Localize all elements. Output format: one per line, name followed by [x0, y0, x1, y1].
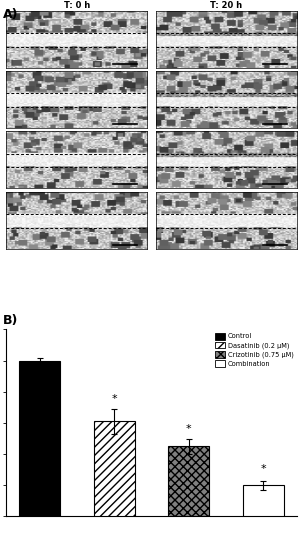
Text: *: *: [111, 394, 117, 404]
Bar: [168, 447, 209, 516]
Title: T: 20 h: T: 20 h: [210, 1, 242, 10]
Title: T: 0 h: T: 0 h: [64, 1, 90, 10]
Bar: [19, 360, 60, 516]
Bar: [94, 421, 135, 516]
Bar: [243, 485, 284, 516]
Text: *: *: [186, 424, 192, 434]
Text: A): A): [3, 8, 19, 21]
Legend: Control, Dasatinib (0.2 μM), Crizotinib (0.75 μM), Combination: Control, Dasatinib (0.2 μM), Crizotinib …: [213, 331, 296, 369]
Text: *: *: [260, 464, 266, 475]
Text: B): B): [3, 314, 18, 327]
